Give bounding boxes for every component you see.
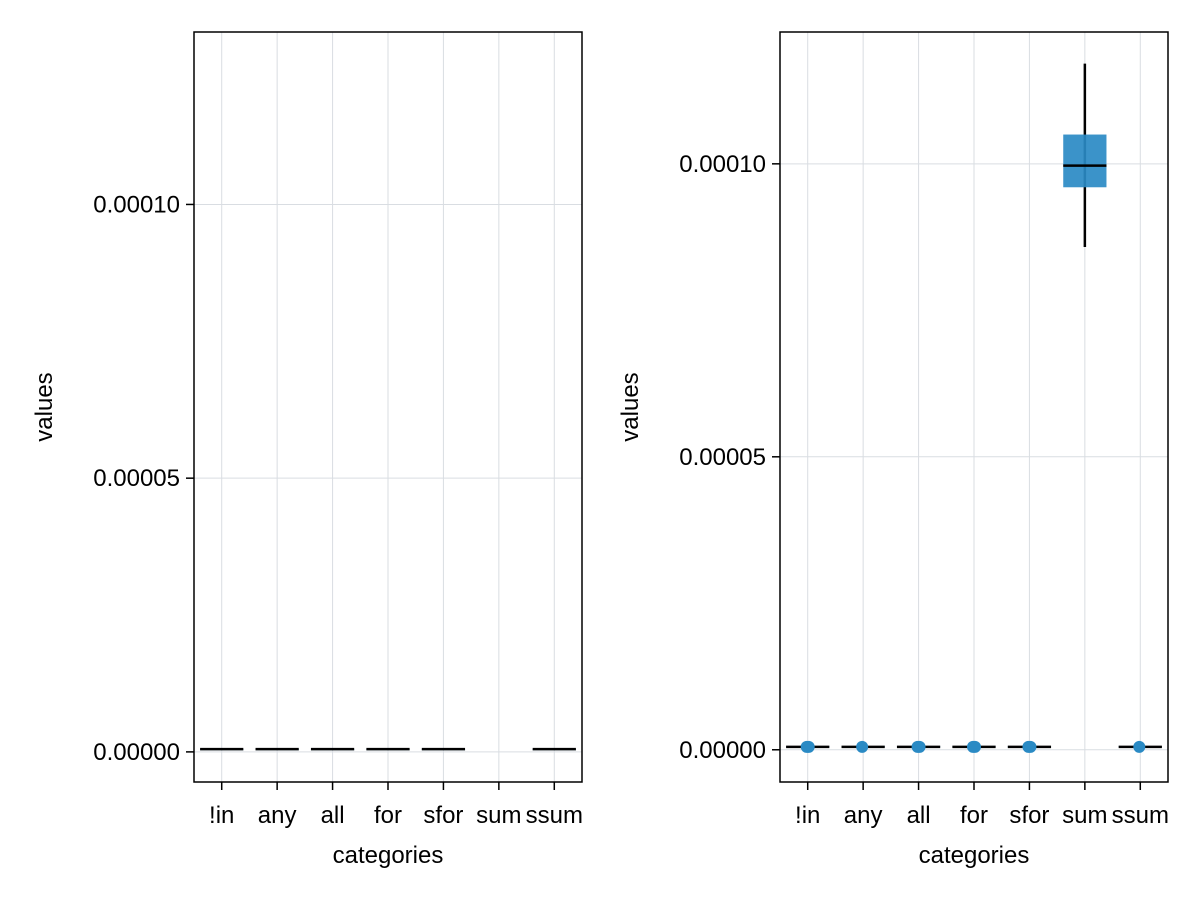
- box-!in: [200, 747, 244, 751]
- x-tick-label: sfor: [423, 802, 463, 829]
- box-sfor: [1007, 740, 1052, 753]
- y-axis-label: values: [31, 372, 58, 441]
- x-tick-label: ssum: [1112, 802, 1169, 829]
- box-sum: [1063, 63, 1107, 248]
- outlier-point: [1024, 740, 1037, 753]
- y-tick-label: 0.00000: [93, 739, 180, 766]
- x-tick-label: !in: [795, 802, 820, 829]
- y-tick-label: 0.00005: [679, 444, 766, 471]
- x-tick-label: sfor: [1009, 802, 1049, 829]
- box-all: [310, 747, 355, 751]
- y-axis-label: values: [617, 372, 644, 441]
- x-tick-label: all: [321, 802, 345, 829]
- y-tick-label: 0.00010: [679, 151, 766, 178]
- y-tick-label: 0.00000: [679, 737, 766, 764]
- box-ssum: [532, 747, 576, 751]
- x-tick-label: any: [258, 802, 297, 829]
- x-tick-label: for: [960, 802, 988, 829]
- x-tick-label: !in: [209, 802, 234, 829]
- x-tick-label: for: [374, 802, 402, 829]
- x-tick-label: ssum: [526, 802, 583, 829]
- x-axis-label: categories: [919, 842, 1030, 869]
- left-box-plot-panel: 0.00000 0.00005 0.00010 !in any all for sfor sum…: [31, 31, 583, 869]
- x-tick-label: any: [844, 802, 883, 829]
- box-for: [366, 747, 410, 751]
- box-!in: [786, 740, 830, 753]
- y-tick-label: 0.00010: [93, 191, 180, 218]
- box-body: [1063, 134, 1107, 188]
- outlier-point: [1133, 740, 1146, 753]
- box-all: [896, 740, 941, 753]
- box-for: [952, 740, 996, 753]
- x-tick-label: all: [907, 802, 931, 829]
- x-axis-label: categories: [333, 842, 444, 869]
- y-tick-label: 0.00005: [93, 465, 180, 492]
- right-box-plot-panel: 0.00000 0.00005 0.00010 !in any all for sfor sum…: [617, 31, 1169, 869]
- outlier-point: [856, 740, 869, 753]
- x-tick-label: sum: [1062, 802, 1107, 829]
- x-tick-label: sum: [476, 802, 521, 829]
- box-ssum: [1118, 740, 1162, 753]
- outlier-point: [802, 740, 815, 753]
- box-any: [841, 740, 885, 753]
- box-any: [255, 747, 299, 751]
- outlier-point: [913, 740, 926, 753]
- box-sfor: [421, 747, 466, 751]
- outlier-point: [969, 740, 981, 753]
